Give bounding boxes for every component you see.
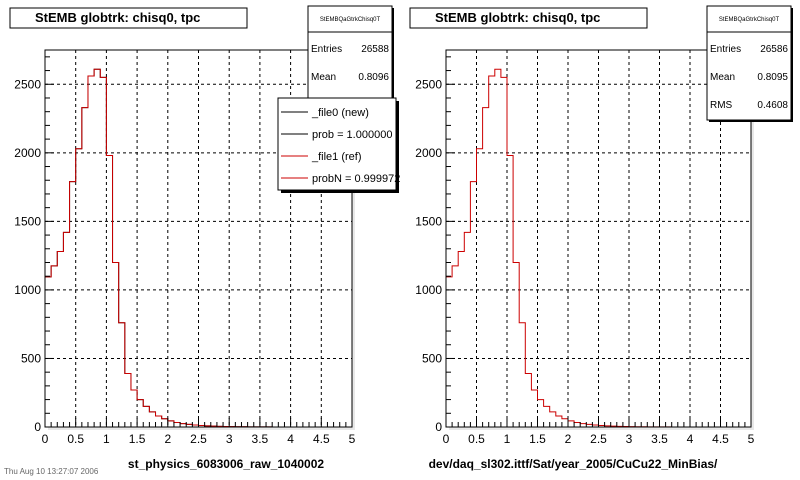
- x-tick-label: 0: [42, 432, 49, 446]
- x-tick-label: 1.5: [529, 432, 546, 446]
- x-tick-label: 4.5: [313, 432, 330, 446]
- y-tick-label: 2000: [14, 146, 41, 160]
- legend-label: _file1 (ref): [311, 151, 362, 163]
- x-tick-label: 4: [687, 432, 694, 446]
- x-tick-label: 2.5: [590, 432, 607, 446]
- y-tick-label: 2000: [415, 146, 442, 160]
- stats-value: 0.8096: [358, 72, 389, 83]
- chart-title-box: [409, 7, 648, 29]
- stats-value: 0.4608: [757, 100, 788, 111]
- x-tick-label: 5: [349, 432, 356, 446]
- x-axis-label: st_physics_6083006_raw_1040002: [128, 457, 324, 471]
- y-tick-label: 1000: [14, 283, 41, 297]
- y-tick-label: 1000: [415, 283, 442, 297]
- chart-title-box: [9, 7, 248, 29]
- x-tick-label: 5: [748, 432, 755, 446]
- y-tick-label: 500: [21, 351, 41, 365]
- y-tick-label: 2500: [415, 77, 442, 91]
- x-tick-label: 3.5: [651, 432, 668, 446]
- x-tick-label: 0: [443, 432, 450, 446]
- stats-value: 0.8095: [757, 72, 788, 83]
- x-tick-label: 2: [164, 432, 171, 446]
- y-tick-label: 1500: [415, 214, 442, 228]
- y-tick-label: 0: [34, 420, 41, 434]
- y-tick-label: 0: [435, 420, 442, 434]
- x-tick-label: 0.5: [67, 432, 84, 446]
- x-tick-label: 0.5: [468, 432, 485, 446]
- stats-label: Entries: [710, 44, 741, 55]
- x-tick-label: 3: [226, 432, 233, 446]
- stats-value: 26586: [760, 44, 788, 55]
- legend-label: probN = 0.999972: [312, 173, 400, 185]
- stats-label: Mean: [710, 72, 735, 83]
- x-tick-label: 2: [565, 432, 572, 446]
- x-tick-label: 3.5: [252, 432, 269, 446]
- x-tick-label: 1: [103, 432, 110, 446]
- x-tick-label: 3: [626, 432, 633, 446]
- x-axis-label: dev/daq_sl302.ittf/Sat/year_2005/CuCu22_…: [429, 457, 718, 471]
- legend-label: _file0 (new): [311, 107, 369, 119]
- legend-label: prob = 1.000000: [312, 129, 392, 141]
- chart-title: StEMB globtrk: chisq0, tpc: [35, 10, 200, 25]
- stats-box: [706, 5, 792, 121]
- stats-title: StEMBQaGtrkChisq0T: [719, 17, 780, 23]
- x-tick-label: 4.5: [712, 432, 729, 446]
- x-tick-label: 1.5: [129, 432, 146, 446]
- y-tick-label: 1500: [14, 214, 41, 228]
- stats-label: Entries: [311, 44, 342, 55]
- chart-pad-2: 0 0.5 1 1.5 2 2.5 3 3.5 4 4.5 5 0 500 1000 1500 2000 250…: [409, 5, 793, 471]
- chart-title: StEMB globtrk: chisq0, tpc: [435, 10, 600, 25]
- x-tick-label: 1: [504, 432, 511, 446]
- stats-value: 26588: [361, 44, 389, 55]
- stats-label: RMS: [710, 100, 733, 111]
- stats-label: Mean: [311, 72, 336, 83]
- x-tick-label: 4: [287, 432, 294, 446]
- stats-title: StEMBQaGtrkChisq0T: [320, 17, 381, 23]
- legend-box: [277, 97, 397, 191]
- y-tick-label: 2500: [14, 77, 41, 91]
- chart-pad-1: 0 0.5 1 1.5 2 2.5 3 3.5 4 4.5 5 0 500 1000 1500 2000 250…: [9, 5, 400, 471]
- y-tick-label: 500: [422, 351, 442, 365]
- x-tick-label: 2.5: [190, 432, 207, 446]
- footer-text: Thu Aug 10 13:27:07 2006: [4, 467, 99, 476]
